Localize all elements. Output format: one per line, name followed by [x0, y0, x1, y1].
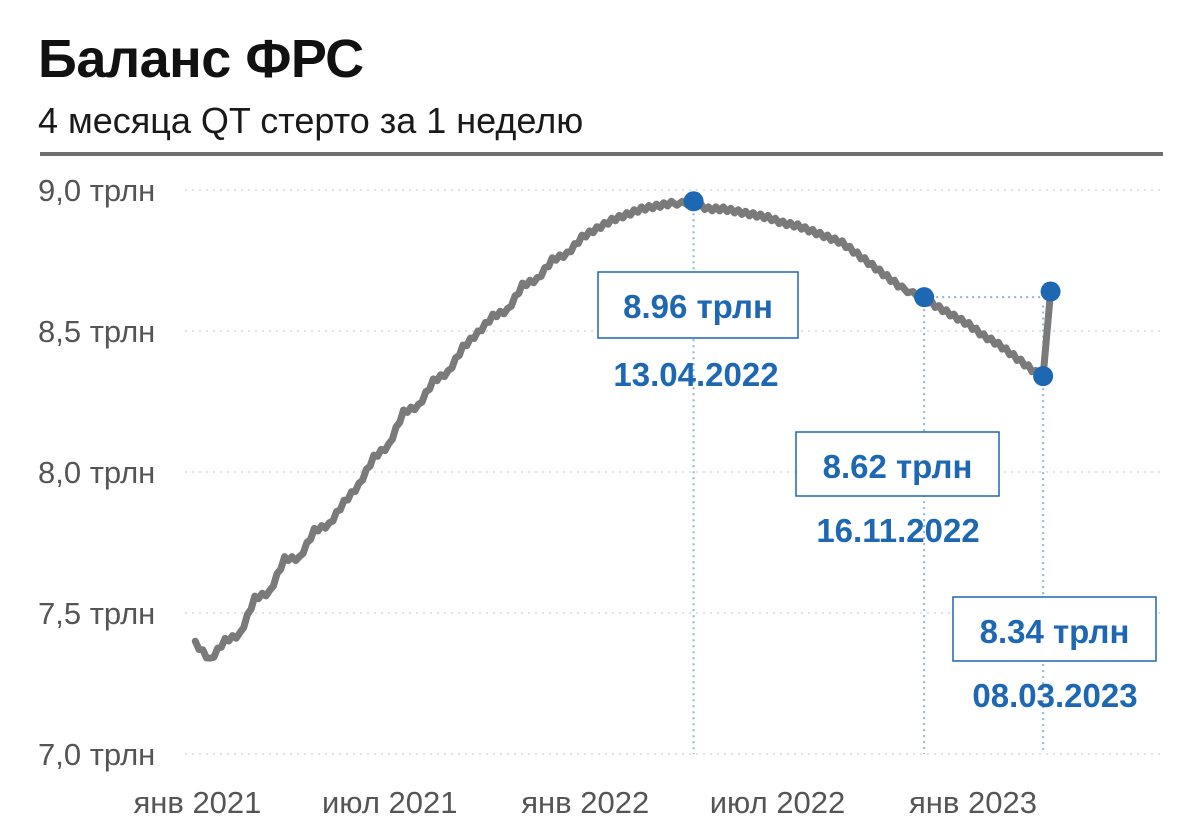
- y-tick-label: 7,5 трлн: [38, 596, 155, 631]
- header-divider: [40, 152, 1163, 156]
- balance-series-line: [191, 197, 1055, 662]
- y-tick-label: 7,0 трлн: [38, 737, 155, 772]
- callout-value: 8.62 трлн: [823, 448, 973, 485]
- highlight-point: [914, 287, 935, 308]
- callout-box: [952, 596, 1157, 662]
- callout-value: 8.96 трлн: [623, 288, 773, 325]
- y-tick-label: 8,5 трлн: [38, 314, 155, 349]
- callout-box: [795, 431, 1000, 497]
- x-tick-label: июл 2022: [710, 785, 846, 820]
- x-tick-label: янв 2023: [909, 785, 1037, 820]
- x-tick-label: июл 2021: [322, 785, 458, 820]
- chart-title: Баланс ФРС: [38, 29, 364, 89]
- y-tick-label: 8,0 трлн: [38, 455, 155, 490]
- callout-date: 13.04.2022: [613, 356, 778, 393]
- highlight-point: [683, 191, 704, 212]
- callout-date: 16.11.2022: [816, 512, 979, 549]
- y-tick-label: 9,0 трлн: [38, 173, 155, 208]
- x-tick-label: янв 2022: [521, 785, 649, 820]
- highlight-point: [1033, 366, 1054, 387]
- callout-value: 8.34 трлн: [980, 613, 1130, 650]
- callout-box: [597, 271, 799, 339]
- highlight-point: [1040, 281, 1061, 302]
- callout-date: 08.03.2023: [972, 677, 1137, 714]
- x-tick-label: янв 2021: [133, 785, 261, 820]
- chart-subtitle: 4 месяца QT стерто за 1 неделю: [38, 100, 584, 141]
